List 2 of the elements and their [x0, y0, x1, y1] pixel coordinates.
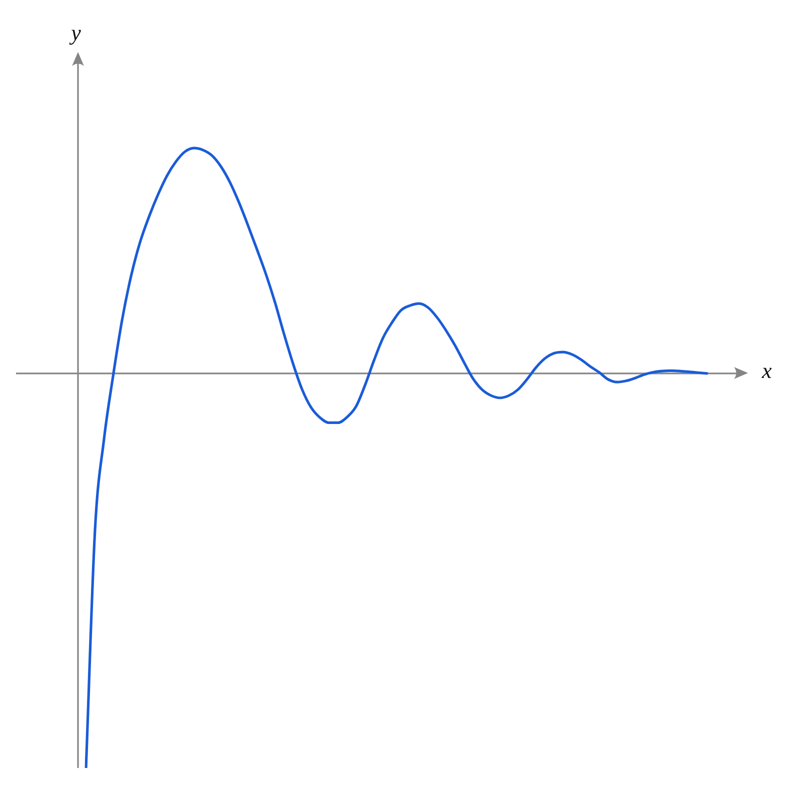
y-axis-title: y	[69, 20, 82, 45]
x-axis-title: x	[761, 358, 772, 384]
